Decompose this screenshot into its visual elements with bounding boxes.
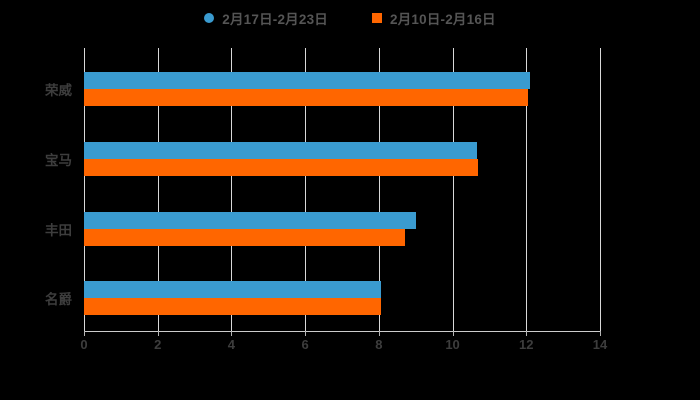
- bar-荣威-series-1[interactable]: [84, 72, 530, 89]
- legend-circle-marker-icon: [204, 13, 215, 23]
- x-tick-mark-8: [378, 331, 380, 336]
- gridline-8: [378, 48, 380, 331]
- bar-宝马-series-1[interactable]: [84, 142, 477, 159]
- bar-名爵-series-2[interactable]: [84, 298, 381, 315]
- bar-丰田-series-2[interactable]: [84, 229, 405, 246]
- x-tick-mark-10: [452, 331, 454, 336]
- bar-名爵-series-1[interactable]: [84, 281, 381, 298]
- legend-item-series-2[interactable]: 2月10日-2月16日: [372, 8, 496, 28]
- gridline-2: [157, 48, 159, 331]
- x-tick-label-8: 8: [375, 337, 383, 352]
- y-axis-label-2: 宝马: [45, 153, 72, 168]
- x-tick-mark-4: [231, 331, 233, 336]
- x-tick-label-14: 14: [592, 337, 608, 352]
- y-axis-label-3: 丰田: [45, 223, 72, 238]
- legend-item-series-1[interactable]: 2月17日-2月23日: [204, 8, 328, 28]
- gridline-0: [84, 48, 85, 331]
- x-tick-label-2: 2: [154, 337, 162, 352]
- legend-label-series-1: 2月17日-2月23日: [222, 12, 328, 27]
- x-tick-label-10: 10: [445, 337, 460, 352]
- gridline-4: [231, 48, 233, 331]
- gridline-14: [600, 48, 601, 331]
- x-tick-label-0: 0: [80, 337, 88, 352]
- y-axis-label-1: 荣威: [45, 83, 72, 98]
- x-tick-label-6: 6: [301, 337, 309, 352]
- legend-square-marker-icon: [372, 13, 382, 23]
- x-axis-line: [84, 331, 601, 332]
- legend-label-series-2: 2月10日-2月16日: [390, 12, 496, 27]
- gridline-12: [526, 48, 528, 331]
- x-tick-mark-14: [600, 331, 601, 336]
- x-tick-label-4: 4: [227, 337, 236, 352]
- chart-legend: 2月17日-2月23日 2月10日-2月16日: [0, 8, 700, 28]
- x-tick-mark-12: [526, 331, 528, 336]
- bar-丰田-series-1[interactable]: [84, 212, 416, 229]
- bar-宝马-series-2[interactable]: [84, 159, 479, 176]
- plot-area: [84, 48, 601, 331]
- x-tick-mark-2: [157, 331, 159, 336]
- gridline-6: [305, 48, 307, 331]
- x-tick-mark-6: [305, 331, 307, 336]
- gridline-10: [452, 48, 454, 331]
- y-axis-label-4: 名爵: [45, 292, 72, 307]
- x-tick-mark-0: [84, 331, 85, 336]
- y-axis-category-labels: 荣威 宝马 丰田 名爵: [0, 0, 72, 400]
- bar-荣威-series-2[interactable]: [84, 89, 529, 106]
- x-tick-label-12: 12: [519, 337, 534, 352]
